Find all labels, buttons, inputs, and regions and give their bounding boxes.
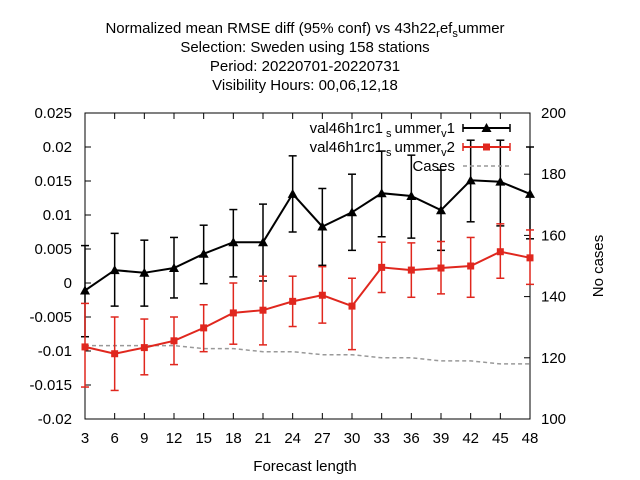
chart-title-line-4: Visibility Hours: 00,06,12,18 — [212, 77, 398, 94]
y2-tick-label: 160 — [541, 227, 566, 244]
series-line-v2 — [84, 250, 531, 355]
data-point-v2 — [407, 266, 415, 274]
x-axis-tick-labels: 3 6 9 12 15 18 21 24 27 30 33 36 39 42 45 48 — [81, 430, 539, 447]
x-tick-label: 45 — [492, 430, 509, 447]
data-point-v1 — [465, 175, 476, 185]
data-point-v2 — [81, 343, 89, 351]
y2-tick-label: 140 — [541, 289, 566, 306]
data-point-v1 — [495, 176, 506, 186]
x-tick-label: 36 — [403, 430, 420, 447]
y-tick-label: 0.01 — [43, 207, 72, 224]
data-point-v1 — [228, 237, 239, 247]
series-line-v1 — [84, 179, 531, 292]
y2-axis-tick-labels: 200 180 160 140 120 100 — [541, 105, 566, 428]
axis-ticks — [84, 112, 531, 420]
data-point-v2 — [318, 291, 326, 299]
data-point-v1 — [317, 221, 328, 231]
data-point-v1 — [169, 263, 179, 273]
x-tick-label: 27 — [314, 430, 331, 447]
data-point-v2 — [111, 350, 119, 358]
x-tick-label: 30 — [344, 430, 361, 447]
y-tick-label: 0.005 — [34, 241, 72, 258]
y-tick-label: -0.015 — [29, 377, 72, 394]
data-point-v2 — [348, 302, 356, 310]
data-point-v2 — [170, 337, 178, 345]
x-tick-label: 33 — [373, 430, 390, 447]
x-axis-label: Forecast length — [253, 458, 356, 475]
x-tick-label: 24 — [284, 430, 301, 447]
y-axis-tick-labels: 0.025 0.02 0.015 0.01 0.005 0 -0.005 -0.01 -0.01… — [29, 105, 72, 428]
data-point-v2 — [378, 263, 386, 271]
x-tick-label: 42 — [462, 430, 479, 447]
data-point-v1 — [376, 188, 387, 198]
y2-tick-label: 180 — [541, 166, 566, 183]
chart-title-line-2: Selection: Sweden using 158 stations — [180, 39, 429, 56]
legend: val46h1rc1 s ummerv1 val46h1rc1 s ummerv2 Ca… — [310, 120, 511, 175]
data-point-v1 — [287, 188, 298, 198]
legend-label-v1: val46h1rc1 s ummerv1 — [310, 120, 455, 140]
data-point-v1 — [436, 205, 446, 215]
legend-sample-marker-v1 — [481, 123, 492, 132]
x-tick-label: 15 — [195, 430, 212, 447]
legend-line-v1 — [462, 123, 511, 132]
data-point-v2 — [289, 297, 297, 305]
chart-title-line-3: Period: 20220701-20220731 — [210, 58, 400, 75]
x-tick-label: 6 — [110, 430, 118, 447]
x-tick-label: 12 — [166, 430, 183, 447]
data-point-v1 — [525, 188, 535, 198]
data-point-v2 — [437, 264, 445, 272]
y2-tick-label: 200 — [541, 105, 566, 122]
y2-tick-label: 120 — [541, 350, 566, 367]
data-point-v1 — [258, 237, 268, 247]
x-tick-label: 3 — [81, 430, 89, 447]
x-tick-label: 39 — [433, 430, 450, 447]
legend-label-cases: Cases — [412, 158, 455, 175]
data-point-v2 — [140, 344, 148, 352]
y-tick-label: -0.02 — [38, 411, 72, 428]
data-point-v2 — [496, 248, 504, 256]
legend-line-v2 — [462, 143, 511, 151]
data-point-v2 — [467, 262, 475, 270]
x-tick-label: 48 — [522, 430, 539, 447]
y-tick-label: -0.01 — [38, 343, 72, 360]
data-point-v1 — [80, 285, 90, 295]
y2-tick-label: 100 — [541, 411, 566, 428]
legend-sample-marker-v2 — [483, 143, 490, 151]
data-point-v1 — [198, 248, 209, 258]
x-tick-label: 9 — [140, 430, 148, 447]
y2-axis-label: No cases — [590, 235, 607, 298]
x-tick-label: 21 — [255, 430, 272, 447]
data-point-v1 — [139, 267, 150, 277]
data-point-v1 — [406, 190, 417, 200]
series-layer — [80, 139, 535, 392]
data-point-v1 — [347, 207, 357, 217]
data-point-v2 — [526, 254, 534, 262]
y-tick-label: -0.005 — [29, 309, 72, 326]
y-tick-label: 0.015 — [34, 173, 72, 190]
series-line-cases — [85, 344, 530, 365]
data-point-v2 — [229, 309, 237, 317]
data-point-v1 — [109, 265, 120, 275]
data-point-v2 — [200, 324, 208, 332]
chart-title-line-1: Normalized mean RMSE diff (95% conf) vs … — [105, 20, 504, 40]
y-tick-label: 0.025 — [34, 105, 72, 122]
y-tick-label: 0 — [64, 275, 72, 292]
data-point-v2 — [259, 306, 267, 314]
legend-label-v2: val46h1rc1 s ummerv2 — [310, 139, 455, 159]
y-tick-label: 0.02 — [43, 139, 72, 156]
x-tick-label: 18 — [225, 430, 242, 447]
